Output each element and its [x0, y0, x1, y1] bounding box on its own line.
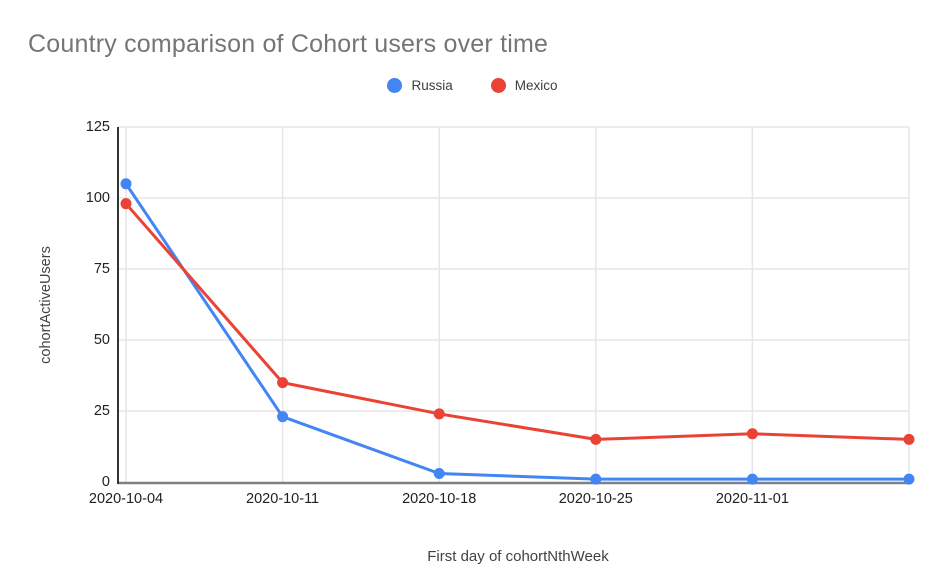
legend-color-dot-russia: [387, 78, 403, 93]
x-tick-label: 2020-10-04: [88, 491, 164, 507]
data-point-mexico[interactable]: [120, 198, 132, 210]
x-axis-title: First day of cohortNthWeek: [427, 548, 609, 565]
data-point-mexico[interactable]: [433, 408, 445, 420]
series-line-russia: [124, 182, 911, 481]
page-title: Country comparison of Cohort users over …: [28, 30, 549, 58]
y-tick-label: 50: [93, 332, 110, 348]
x-tick-label: 2020-10-25: [558, 491, 633, 507]
y-tick-label: 125: [85, 119, 110, 135]
data-point-mexico[interactable]: [746, 428, 758, 440]
legend-item-russia[interactable]: Russia: [387, 78, 453, 93]
data-point-russia[interactable]: [277, 411, 289, 423]
data-point-mexico[interactable]: [903, 433, 915, 445]
data-point-russia[interactable]: [120, 178, 132, 190]
y-axis-title: cohortActiveUsers: [38, 246, 54, 364]
y-tick-label: 75: [93, 261, 110, 277]
data-point-mexico[interactable]: [590, 433, 602, 445]
data-point-russia[interactable]: [746, 473, 758, 485]
x-tick-label: 2020-10-11: [246, 491, 320, 507]
legend-color-dot-mexico: [490, 78, 506, 93]
data-point-mexico[interactable]: [277, 377, 289, 389]
data-point-russia[interactable]: [433, 467, 445, 479]
y-tick-label: 100: [85, 190, 110, 206]
x-tick-label: 2020-10-18: [402, 491, 477, 507]
y-tick-label: 25: [93, 403, 110, 419]
data-point-russia[interactable]: [903, 473, 915, 485]
legend-label: Russia: [411, 78, 453, 93]
series-line-mexico: [124, 202, 911, 441]
x-tick-label: 2020-11-01: [715, 491, 789, 507]
legend: Russia Mexico: [0, 78, 945, 93]
data-point-russia[interactable]: [590, 473, 602, 485]
y-tick-label: 0: [101, 474, 110, 490]
legend-label: Mexico: [514, 78, 558, 93]
legend-item-mexico[interactable]: Mexico: [490, 78, 558, 93]
